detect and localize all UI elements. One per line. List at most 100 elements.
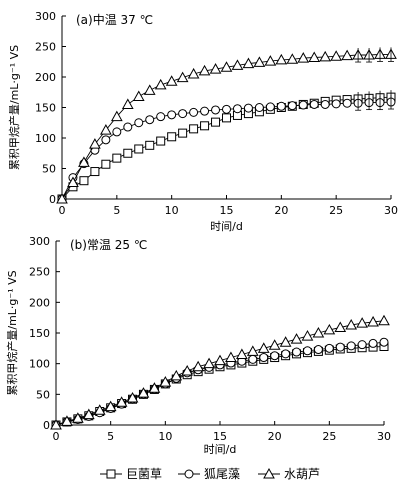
panel-b-data-point bbox=[357, 340, 367, 350]
panel-b-y-tick-label: 250 bbox=[29, 266, 50, 279]
panel-a-data-point bbox=[143, 84, 156, 95]
panel-a-data-point bbox=[254, 103, 264, 112]
panel-b-title: (b)常温 25 ℃ bbox=[70, 238, 147, 252]
panel-a-data-point bbox=[222, 104, 231, 114]
panel-b-data-point bbox=[203, 357, 215, 369]
legend-label: 狐尾藻 bbox=[204, 467, 240, 481]
panel-b-x-tick-label: 25 bbox=[322, 430, 336, 443]
panel-a-x-tick-label: 25 bbox=[329, 204, 343, 217]
panel-a-data-point bbox=[112, 127, 122, 137]
panel-a-y-tick-label: 100 bbox=[35, 132, 56, 145]
panel-b-data-point bbox=[301, 330, 314, 341]
panel-a-data-point bbox=[123, 148, 133, 158]
panel-a-data-point bbox=[200, 106, 210, 116]
panel-a-data-point bbox=[220, 61, 233, 72]
panel-b-data-point bbox=[324, 343, 334, 353]
panel-a-data-point bbox=[156, 136, 166, 146]
panel-a-data-point bbox=[209, 63, 222, 74]
panel-a-series-line-2 bbox=[61, 53, 391, 200]
panel-a-data-point bbox=[232, 104, 242, 114]
panel-a-x-tick-label: 5 bbox=[113, 204, 120, 217]
panel-a-data-point bbox=[276, 101, 286, 111]
panel-a-data-point bbox=[330, 50, 343, 61]
panel-b-data-point bbox=[104, 400, 117, 412]
panel-a-data-point bbox=[275, 53, 288, 65]
panel-b-y-tick-label: 0 bbox=[43, 419, 50, 432]
panel-a-data-point bbox=[265, 102, 275, 112]
panel-b-data-point bbox=[313, 345, 323, 355]
panel-b-data-point bbox=[225, 351, 237, 363]
panel-b-data-point bbox=[257, 342, 270, 353]
panel-b-data-point bbox=[181, 364, 194, 376]
panel-a-data-point bbox=[167, 132, 177, 142]
panel-a-x-tick-label: 0 bbox=[59, 204, 66, 217]
panel-a-x-tick-label: 30 bbox=[384, 204, 398, 217]
panel-b-y-tick-label: 200 bbox=[29, 296, 50, 309]
panel-a-data-point bbox=[286, 53, 299, 64]
panel-a-data-point bbox=[211, 105, 221, 115]
panel-b-x-tick-label: 10 bbox=[158, 430, 172, 443]
panel-a-y-label: 累积甲烷产量/mL·g⁻¹ VS bbox=[7, 45, 21, 170]
panel-a-data-point bbox=[79, 176, 89, 186]
panel-b-data-point bbox=[368, 338, 378, 348]
panel-b-y-label: 累积甲烷产量/mL·g⁻¹ VS bbox=[5, 270, 19, 395]
panel-a-y-tick-label: 300 bbox=[35, 10, 56, 23]
panel-b-data-point bbox=[279, 336, 292, 347]
panel-a-data-point bbox=[178, 109, 188, 119]
panel-b-data-point bbox=[378, 314, 390, 326]
legend-marker bbox=[263, 467, 275, 479]
panel-a-x-label: 时间/d bbox=[210, 220, 243, 233]
panel-a-data-point bbox=[154, 78, 167, 90]
panel-b-y-tick-label: 50 bbox=[36, 388, 50, 401]
panel-a-data-point bbox=[156, 112, 166, 122]
panel-b-x-tick-label: 15 bbox=[213, 430, 227, 443]
panel-a-data-point bbox=[165, 75, 178, 86]
panel-b-data-point bbox=[345, 318, 358, 330]
panel-b-y-tick-label: 100 bbox=[29, 358, 50, 371]
panel-a-y-tick-label: 250 bbox=[35, 41, 56, 54]
panel-b-data-point bbox=[281, 349, 291, 359]
panel-b-data-point bbox=[379, 337, 389, 347]
panel-a-data-point bbox=[56, 192, 68, 204]
panel-b-data-point bbox=[115, 396, 128, 407]
panel-a-data-point bbox=[145, 140, 155, 150]
panel-a-data-point bbox=[342, 98, 352, 108]
panel-a-data-point bbox=[264, 55, 277, 66]
panel-b-data-point bbox=[50, 418, 62, 430]
panel-a-y-tick-label: 0 bbox=[49, 193, 56, 206]
panel-b-data-point bbox=[82, 408, 95, 420]
panel-b-data-point bbox=[148, 382, 161, 393]
panel-a-y-tick-label: 50 bbox=[42, 163, 56, 176]
panel-a-data-point bbox=[211, 117, 221, 127]
panel-a-data-point bbox=[145, 115, 155, 125]
panel-a-data-point bbox=[189, 124, 199, 134]
panel-b-data-point bbox=[248, 354, 258, 364]
panel-b-data-point bbox=[246, 345, 259, 356]
panel-b-data-point bbox=[259, 353, 269, 363]
panel-a-data-point bbox=[176, 71, 189, 83]
panel-b-data-point bbox=[126, 391, 139, 403]
panel-a-data-point bbox=[308, 51, 321, 62]
panel-a-data-point bbox=[78, 156, 90, 167]
panel-a-x-tick-label: 15 bbox=[220, 204, 234, 217]
panel-b-data-point bbox=[214, 354, 226, 366]
panel-b-data-point bbox=[335, 342, 345, 352]
panel-b-y-tick-label: 150 bbox=[29, 327, 50, 340]
panel-b-data-point bbox=[137, 387, 150, 398]
panel-a-data-point bbox=[341, 49, 353, 61]
panel-a-data-point bbox=[167, 110, 177, 120]
legend-marker bbox=[184, 469, 194, 479]
panel-b-data-point bbox=[270, 351, 280, 361]
panel-a-data-point bbox=[287, 101, 297, 111]
panel-a-data-point bbox=[297, 52, 310, 63]
panel-a-data-point bbox=[134, 144, 144, 154]
panel-b-data-point bbox=[170, 369, 183, 381]
panel-b-data-point bbox=[268, 339, 281, 350]
panel-a-data-point bbox=[222, 113, 231, 123]
panel-a-data-point bbox=[132, 90, 145, 102]
legend-marker bbox=[106, 469, 116, 479]
panel-a-data-point bbox=[67, 176, 79, 188]
panel-a-data-point bbox=[101, 159, 111, 169]
